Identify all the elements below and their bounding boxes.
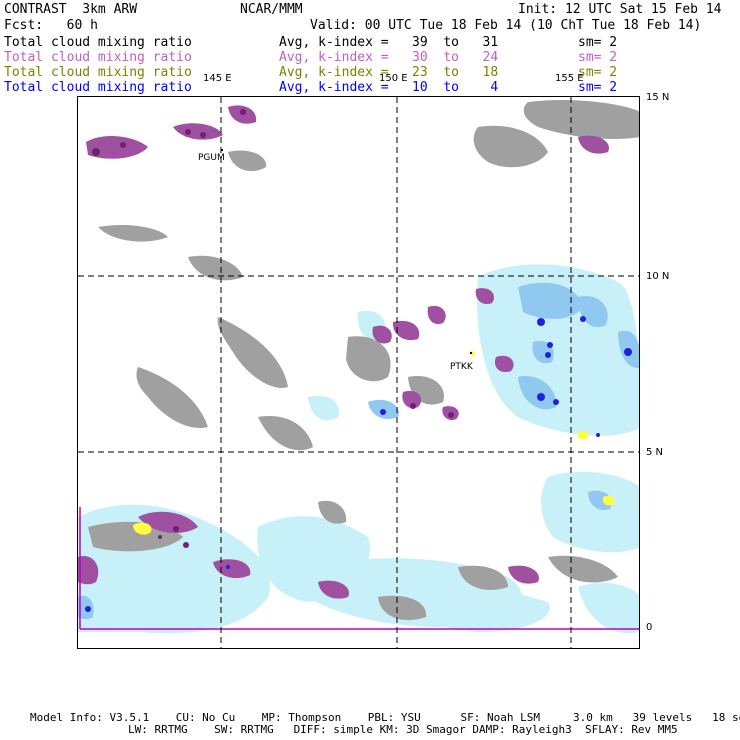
legend-field-1: Total cloud mixing ratio — [4, 35, 192, 50]
legend-smooth-3: sm= 2 — [578, 65, 618, 80]
legend-range-4: Avg, k-index = 10 to 4 — [279, 80, 499, 95]
legend-field-4: Total cloud mixing ratio — [4, 80, 192, 95]
legend-range-2: Avg, k-index = 30 to 24 — [279, 50, 499, 65]
gray-cloud-layer — [88, 100, 639, 621]
legend-field-2: Total cloud mixing ratio — [4, 50, 192, 65]
lat-label-10n: 10 N — [646, 271, 670, 282]
model-title: CONTRAST 3km ARW — [4, 2, 138, 17]
legend-field-3: Total cloud mixing ratio — [4, 65, 192, 80]
grid-lines — [78, 97, 639, 648]
lon-label-150: 150 E — [379, 73, 408, 84]
lat-label-0: 0 — [646, 622, 653, 633]
valid-time: Valid: 00 UTC Tue 18 Feb 14 (10 ChT Tue … — [310, 18, 702, 33]
station-markers — [221, 149, 472, 354]
legend-range-1: Avg, k-index = 39 to 31 — [279, 35, 499, 50]
blue-core-layer — [85, 316, 632, 612]
light-cyan-cloud-layer — [78, 264, 639, 634]
init-time: Init: 12 UTC Sat 15 Feb 14 — [518, 2, 722, 17]
legend-smooth-2: sm= 2 — [578, 50, 618, 65]
lon-label-155: 155 E — [555, 73, 584, 84]
station-label-ptkk: PTKK — [450, 362, 473, 372]
lon-label-145: 145 E — [203, 73, 232, 84]
cloud-field — [78, 97, 639, 648]
legend-smooth-4: sm= 2 — [578, 80, 618, 95]
station-label-pgum: PGUM — [198, 153, 225, 163]
yellow-spot-layer — [133, 351, 615, 535]
legend-range-3: Avg, k-index = 23 to 18 — [279, 65, 499, 80]
model-info-line-1: Model Info: V3.5.1 CU: No Cu MP: Thompso… — [30, 711, 740, 724]
dark-purple-core-layer — [92, 109, 454, 548]
domain-boundary — [79, 507, 639, 630]
purple-cloud-layer — [78, 105, 609, 599]
map-panel: PGUM PTKK — [77, 96, 640, 649]
lat-label-15n: 15 N — [646, 92, 670, 103]
legend-smooth-1: sm= 2 — [578, 35, 618, 50]
lat-label-5n: 5 N — [646, 447, 664, 458]
model-info-line-2: LW: RRTMG SW: RRTMG DIFF: simple KM: 3D … — [128, 723, 678, 736]
forecast-hour: Fcst: 60 h — [4, 18, 98, 33]
center-name: NCAR/MMM — [240, 2, 303, 17]
